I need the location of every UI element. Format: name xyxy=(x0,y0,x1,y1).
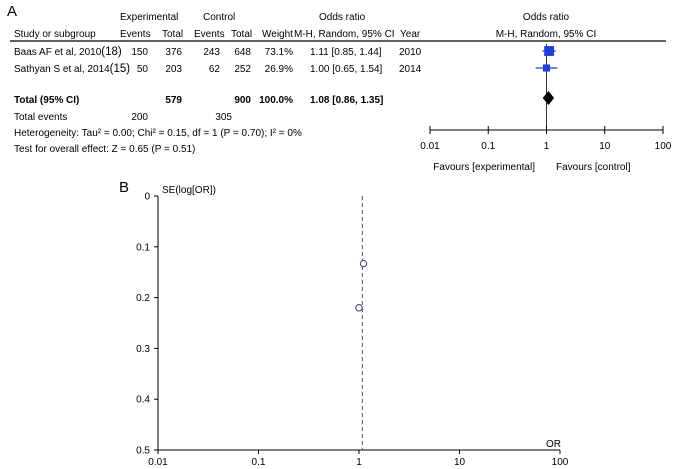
header-control: Control xyxy=(203,12,235,23)
funnel-x-tick-label: 0.01 xyxy=(148,457,168,468)
header-odds-ratio: Odds ratio xyxy=(319,12,366,23)
header-exp-total: Total xyxy=(162,29,183,40)
header-ctl-total: Total xyxy=(231,29,252,40)
funnel-y-tick-label: 0.5 xyxy=(136,446,150,457)
forest-tick-label: 10 xyxy=(599,141,611,152)
study-exp-total: 376 xyxy=(165,47,182,58)
funnel-y-tick-label: 0.2 xyxy=(136,293,150,304)
total-exp-total: 579 xyxy=(165,95,182,106)
forest-tick-label: 100 xyxy=(655,141,672,152)
header-year: Year xyxy=(400,29,421,40)
heterogeneity-text: Heterogeneity: Tau² = 0.00; Chi² = 0.15,… xyxy=(14,128,302,139)
study-weight-square xyxy=(542,64,551,72)
forest-tick-label: 1 xyxy=(544,141,550,152)
funnel-plot-panel: B SE(log[OR]) OR 00.10.20.30.40.5 0.01 0.… xyxy=(119,179,569,468)
funnel-y-ticks: 0 0.1 0.2 0.3 0.4 0.5 xyxy=(136,192,158,457)
overall-effect-text: Test for overall effect: Z = 0.65 (P = 0… xyxy=(14,144,195,155)
funnel-x-tick-label: 100 xyxy=(552,457,569,468)
funnel-point xyxy=(359,259,368,268)
plot-header-method: M-H, Random, 95% CI xyxy=(496,29,597,40)
summary-diamond xyxy=(542,91,555,105)
study-ci: 1.00 [0.65, 1.54] xyxy=(310,64,383,75)
total-events-label: Total events xyxy=(14,112,67,123)
funnel-x-ticks: 0.01 0.1 1 10 100 xyxy=(148,450,569,468)
total-weight: 100.0% xyxy=(259,95,293,106)
study-year: 2014 xyxy=(399,64,422,75)
study-ctl-events: 243 xyxy=(203,47,220,58)
forest-tick-label: 0.1 xyxy=(481,141,495,152)
favours-left: Favours [experimental] xyxy=(433,162,535,173)
header-study: Study or subgroup xyxy=(14,29,96,40)
forest-plot-panel: A Experimental Control Odds ratio Odds r… xyxy=(7,3,672,173)
study-exp-events: 50 xyxy=(137,64,149,75)
study-ctl-events: 62 xyxy=(209,64,221,75)
panel-label-b: B xyxy=(119,179,129,196)
funnel-y-tick-label: 0.1 xyxy=(136,242,150,253)
plot-header-title: Odds ratio xyxy=(523,12,570,23)
study-ci: 1.11 [0.85, 1.44] xyxy=(310,47,382,58)
study-weight: 26.9% xyxy=(265,64,293,75)
favours-right: Favours [control] xyxy=(556,162,631,173)
header-weight: Weight xyxy=(262,29,293,40)
header-experimental: Experimental xyxy=(120,12,178,23)
funnel-point xyxy=(355,304,363,312)
study-name: Sathyan S et al, 2014(15) xyxy=(14,63,130,75)
forest-marks xyxy=(535,46,558,105)
funnel-ylabel: SE(log[OR]) xyxy=(162,185,216,196)
study-exp-total: 203 xyxy=(165,64,182,75)
funnel-y-tick-label: 0 xyxy=(144,192,150,203)
header-exp-events: Events xyxy=(120,29,151,40)
total-events-exp: 200 xyxy=(131,112,148,123)
study-name: Baas AF et al, 2010(18) xyxy=(14,46,122,58)
funnel-points xyxy=(355,259,368,312)
study-row: Baas AF et al, 2010(18) 150 376 243 648 73.1%… xyxy=(14,46,422,58)
funnel-x-tick-label: 1 xyxy=(356,457,362,468)
study-ref: (15) xyxy=(110,63,131,75)
total-ci: 1.08 [0.86, 1.35] xyxy=(310,95,383,106)
header-ctl-events: Events xyxy=(194,29,225,40)
total-events-ctl: 305 xyxy=(215,112,232,123)
funnel-x-tick-label: 0.1 xyxy=(252,457,266,468)
study-exp-events: 150 xyxy=(131,47,148,58)
study-row: Sathyan S et al, 2014(15) 50 203 62 252 26.9%… xyxy=(14,63,422,75)
header-method: M-H, Random, 95% CI xyxy=(294,29,395,40)
panel-label-a: A xyxy=(7,3,17,20)
total-ctl-total: 900 xyxy=(234,95,251,106)
funnel-x-tick-label: 10 xyxy=(454,457,466,468)
study-year: 2010 xyxy=(399,47,422,58)
funnel-y-tick-label: 0.3 xyxy=(136,344,150,355)
study-ref: (18) xyxy=(101,46,122,58)
funnel-xlabel: OR xyxy=(546,439,561,450)
forest-ticks: 0.01 0.1 1 10 100 xyxy=(420,126,672,152)
study-ctl-total: 252 xyxy=(234,64,251,75)
study-rows: Baas AF et al, 2010(18) 150 376 243 648 73.1%… xyxy=(14,46,422,75)
study-weight: 73.1% xyxy=(265,47,293,58)
total-label: Total (95% CI) xyxy=(14,95,79,106)
study-weight-square xyxy=(544,46,555,56)
funnel-y-tick-label: 0.4 xyxy=(136,395,150,406)
forest-tick-label: 0.01 xyxy=(420,141,440,152)
study-ctl-total: 648 xyxy=(234,47,251,58)
